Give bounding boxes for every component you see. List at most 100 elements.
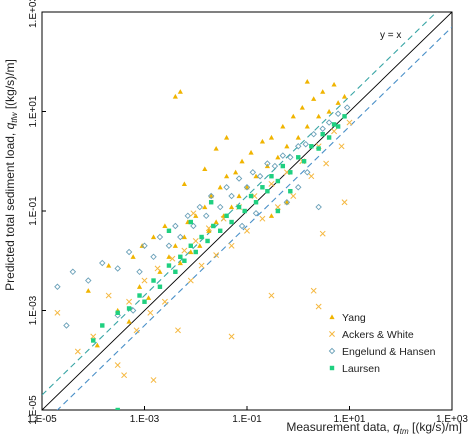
data-point	[271, 162, 279, 170]
data-point	[342, 114, 347, 119]
data-point	[228, 333, 235, 340]
data-point	[280, 163, 286, 169]
data-point	[310, 287, 317, 294]
data-point	[290, 113, 296, 119]
data-point	[295, 143, 302, 150]
data-point	[315, 203, 322, 211]
data-point	[264, 160, 271, 167]
data-point	[283, 199, 291, 206]
data-point	[69, 268, 77, 276]
data-point	[126, 318, 132, 324]
data-point	[202, 166, 208, 172]
legend-label: Yang	[342, 312, 366, 324]
data-point	[228, 204, 235, 210]
data-point	[184, 212, 192, 220]
data-point	[224, 134, 230, 140]
data-point	[326, 135, 332, 140]
tick-labels: 1.E-05 1.E-03 1.E-01 1.E+01 1.E+03 1.E-05 1.E-…	[27, 0, 468, 425]
data-point	[259, 138, 266, 144]
data-point	[181, 181, 187, 187]
data-point	[154, 265, 161, 272]
data-point	[256, 172, 264, 180]
data-point	[145, 295, 152, 300]
data-point	[323, 160, 330, 167]
data-point	[268, 292, 275, 299]
series-engelund-hansen	[54, 104, 351, 329]
data-point	[188, 219, 193, 225]
legend: Yang Ackers & White Engelund & Hansen Laurs…	[328, 312, 436, 375]
data-point	[268, 180, 275, 187]
data-point	[253, 200, 259, 205]
axes	[41, 11, 453, 411]
data-point	[85, 277, 92, 284]
data-point	[275, 178, 281, 184]
data-point	[114, 362, 121, 369]
data-point	[150, 377, 157, 384]
data-point	[301, 159, 307, 164]
reference-lines	[42, 12, 452, 410]
x-tick-label: 1.E-05	[27, 414, 57, 425]
data-point	[161, 298, 168, 305]
data-point	[308, 173, 315, 180]
y-axis-title: Predicted total sediment load, qtfw [(kg…	[3, 59, 19, 291]
data-point	[304, 78, 310, 84]
data-point	[236, 193, 242, 199]
legend-label: Ackers & White	[342, 329, 414, 341]
data-point	[106, 262, 112, 268]
data-point	[136, 268, 143, 276]
data-point	[335, 124, 341, 129]
data-point	[165, 242, 173, 250]
data-point	[269, 174, 274, 179]
identity-line-annotation: y = x	[380, 30, 401, 41]
data-point	[141, 242, 148, 250]
y-tick-label: 1.E-05	[28, 395, 39, 425]
data-point	[142, 299, 147, 304]
data-point	[338, 143, 345, 150]
data-point	[213, 252, 220, 259]
data-point	[343, 104, 351, 111]
data-point	[147, 309, 154, 316]
data-point	[236, 204, 242, 210]
x-tick-label: 1.E+01	[334, 414, 366, 425]
data-point	[172, 93, 178, 99]
data-point	[228, 192, 235, 200]
data-point	[288, 170, 293, 175]
data-point	[156, 233, 164, 241]
data-point	[233, 169, 239, 175]
data-point	[199, 234, 204, 240]
data-point	[320, 131, 325, 137]
data-point	[316, 146, 321, 151]
data-point	[54, 283, 61, 290]
data-point	[238, 222, 246, 230]
legend-marker	[329, 365, 335, 371]
data-point	[85, 288, 91, 293]
data-point	[202, 204, 208, 210]
data-point	[151, 278, 156, 283]
data-point	[316, 113, 322, 119]
legend-marker	[329, 314, 335, 320]
x-axis-title: Measurement data, qtm [(kg/s)/m]	[286, 420, 462, 436]
data-point	[235, 175, 243, 182]
legend-label: Engelund & Hansen	[342, 346, 436, 358]
data-point	[217, 228, 223, 234]
data-point	[335, 100, 341, 105]
data-point	[190, 222, 197, 230]
data-point	[205, 238, 210, 244]
data-point	[126, 306, 132, 311]
data-point	[304, 123, 310, 129]
data-point	[172, 222, 179, 230]
data-point	[198, 262, 205, 269]
data-point	[252, 210, 260, 217]
data-point	[290, 193, 297, 199]
data-point	[211, 223, 216, 229]
data-point	[253, 173, 259, 179]
lower-band-line	[56, 26, 452, 410]
data-point	[54, 309, 61, 316]
data-point	[141, 277, 148, 284]
data-point	[169, 255, 176, 262]
data-point	[157, 269, 163, 274]
data-point	[248, 193, 254, 199]
data-point	[275, 154, 281, 160]
data-point	[268, 134, 275, 140]
data-point	[115, 407, 120, 410]
